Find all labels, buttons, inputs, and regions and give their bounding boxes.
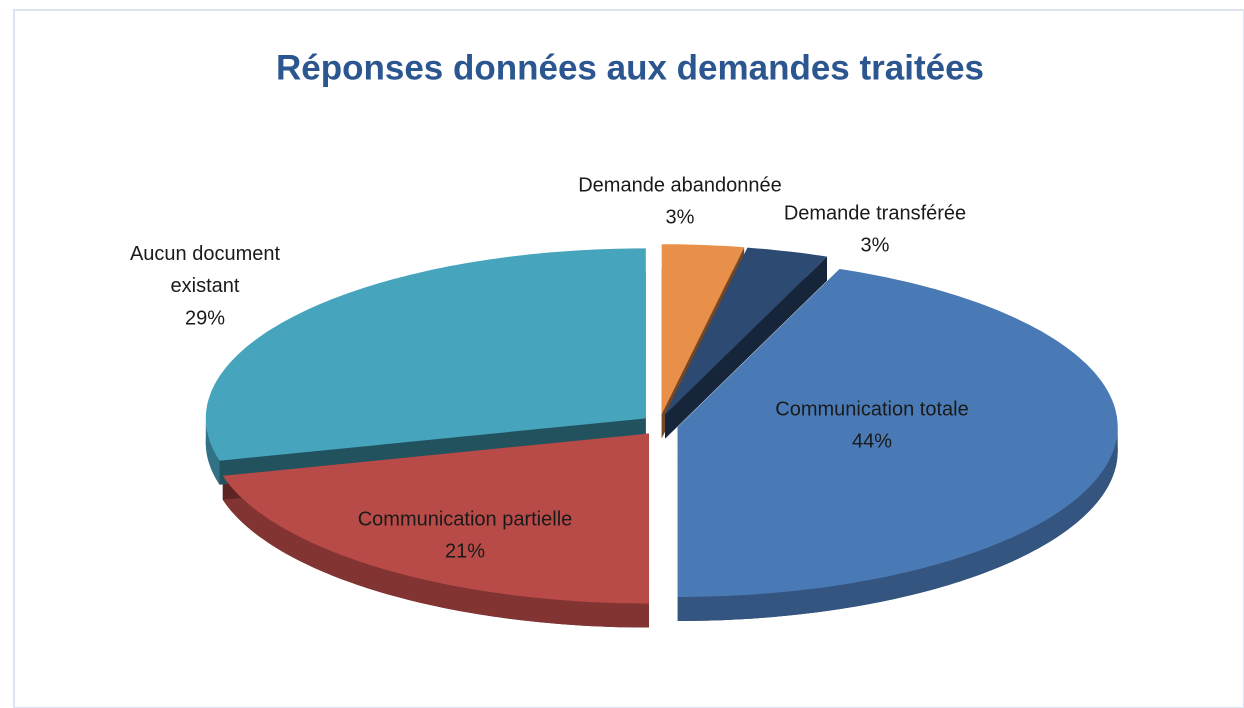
slice: [661, 244, 745, 415]
slice-tops: [205, 244, 1118, 604]
slice: [222, 433, 650, 604]
value-label: 44%: [852, 430, 892, 452]
slice-wall: [665, 256, 827, 439]
value-label: 21%: [445, 540, 485, 562]
slice: [677, 269, 1118, 597]
category-label: Communication totale: [775, 398, 968, 420]
slice: [205, 248, 646, 461]
slice: [665, 247, 827, 415]
slice-rim: [222, 475, 650, 628]
category-label: Communication partielle: [358, 508, 573, 530]
slice-rim: [205, 418, 220, 485]
chart-title: Réponses données aux demandes traitées: [276, 48, 984, 87]
label-line: existant: [171, 275, 240, 297]
category-label: Demande transférée: [784, 202, 966, 224]
slice-rim: [677, 427, 1118, 621]
value-label: 29%: [185, 307, 225, 329]
label-line: Aucun document: [130, 243, 281, 265]
value-label: 3%: [666, 206, 695, 228]
value-label: 3%: [861, 234, 890, 256]
category-label: Demande abandonnée: [578, 174, 782, 196]
category-label: Aucun document existant: [130, 243, 281, 297]
